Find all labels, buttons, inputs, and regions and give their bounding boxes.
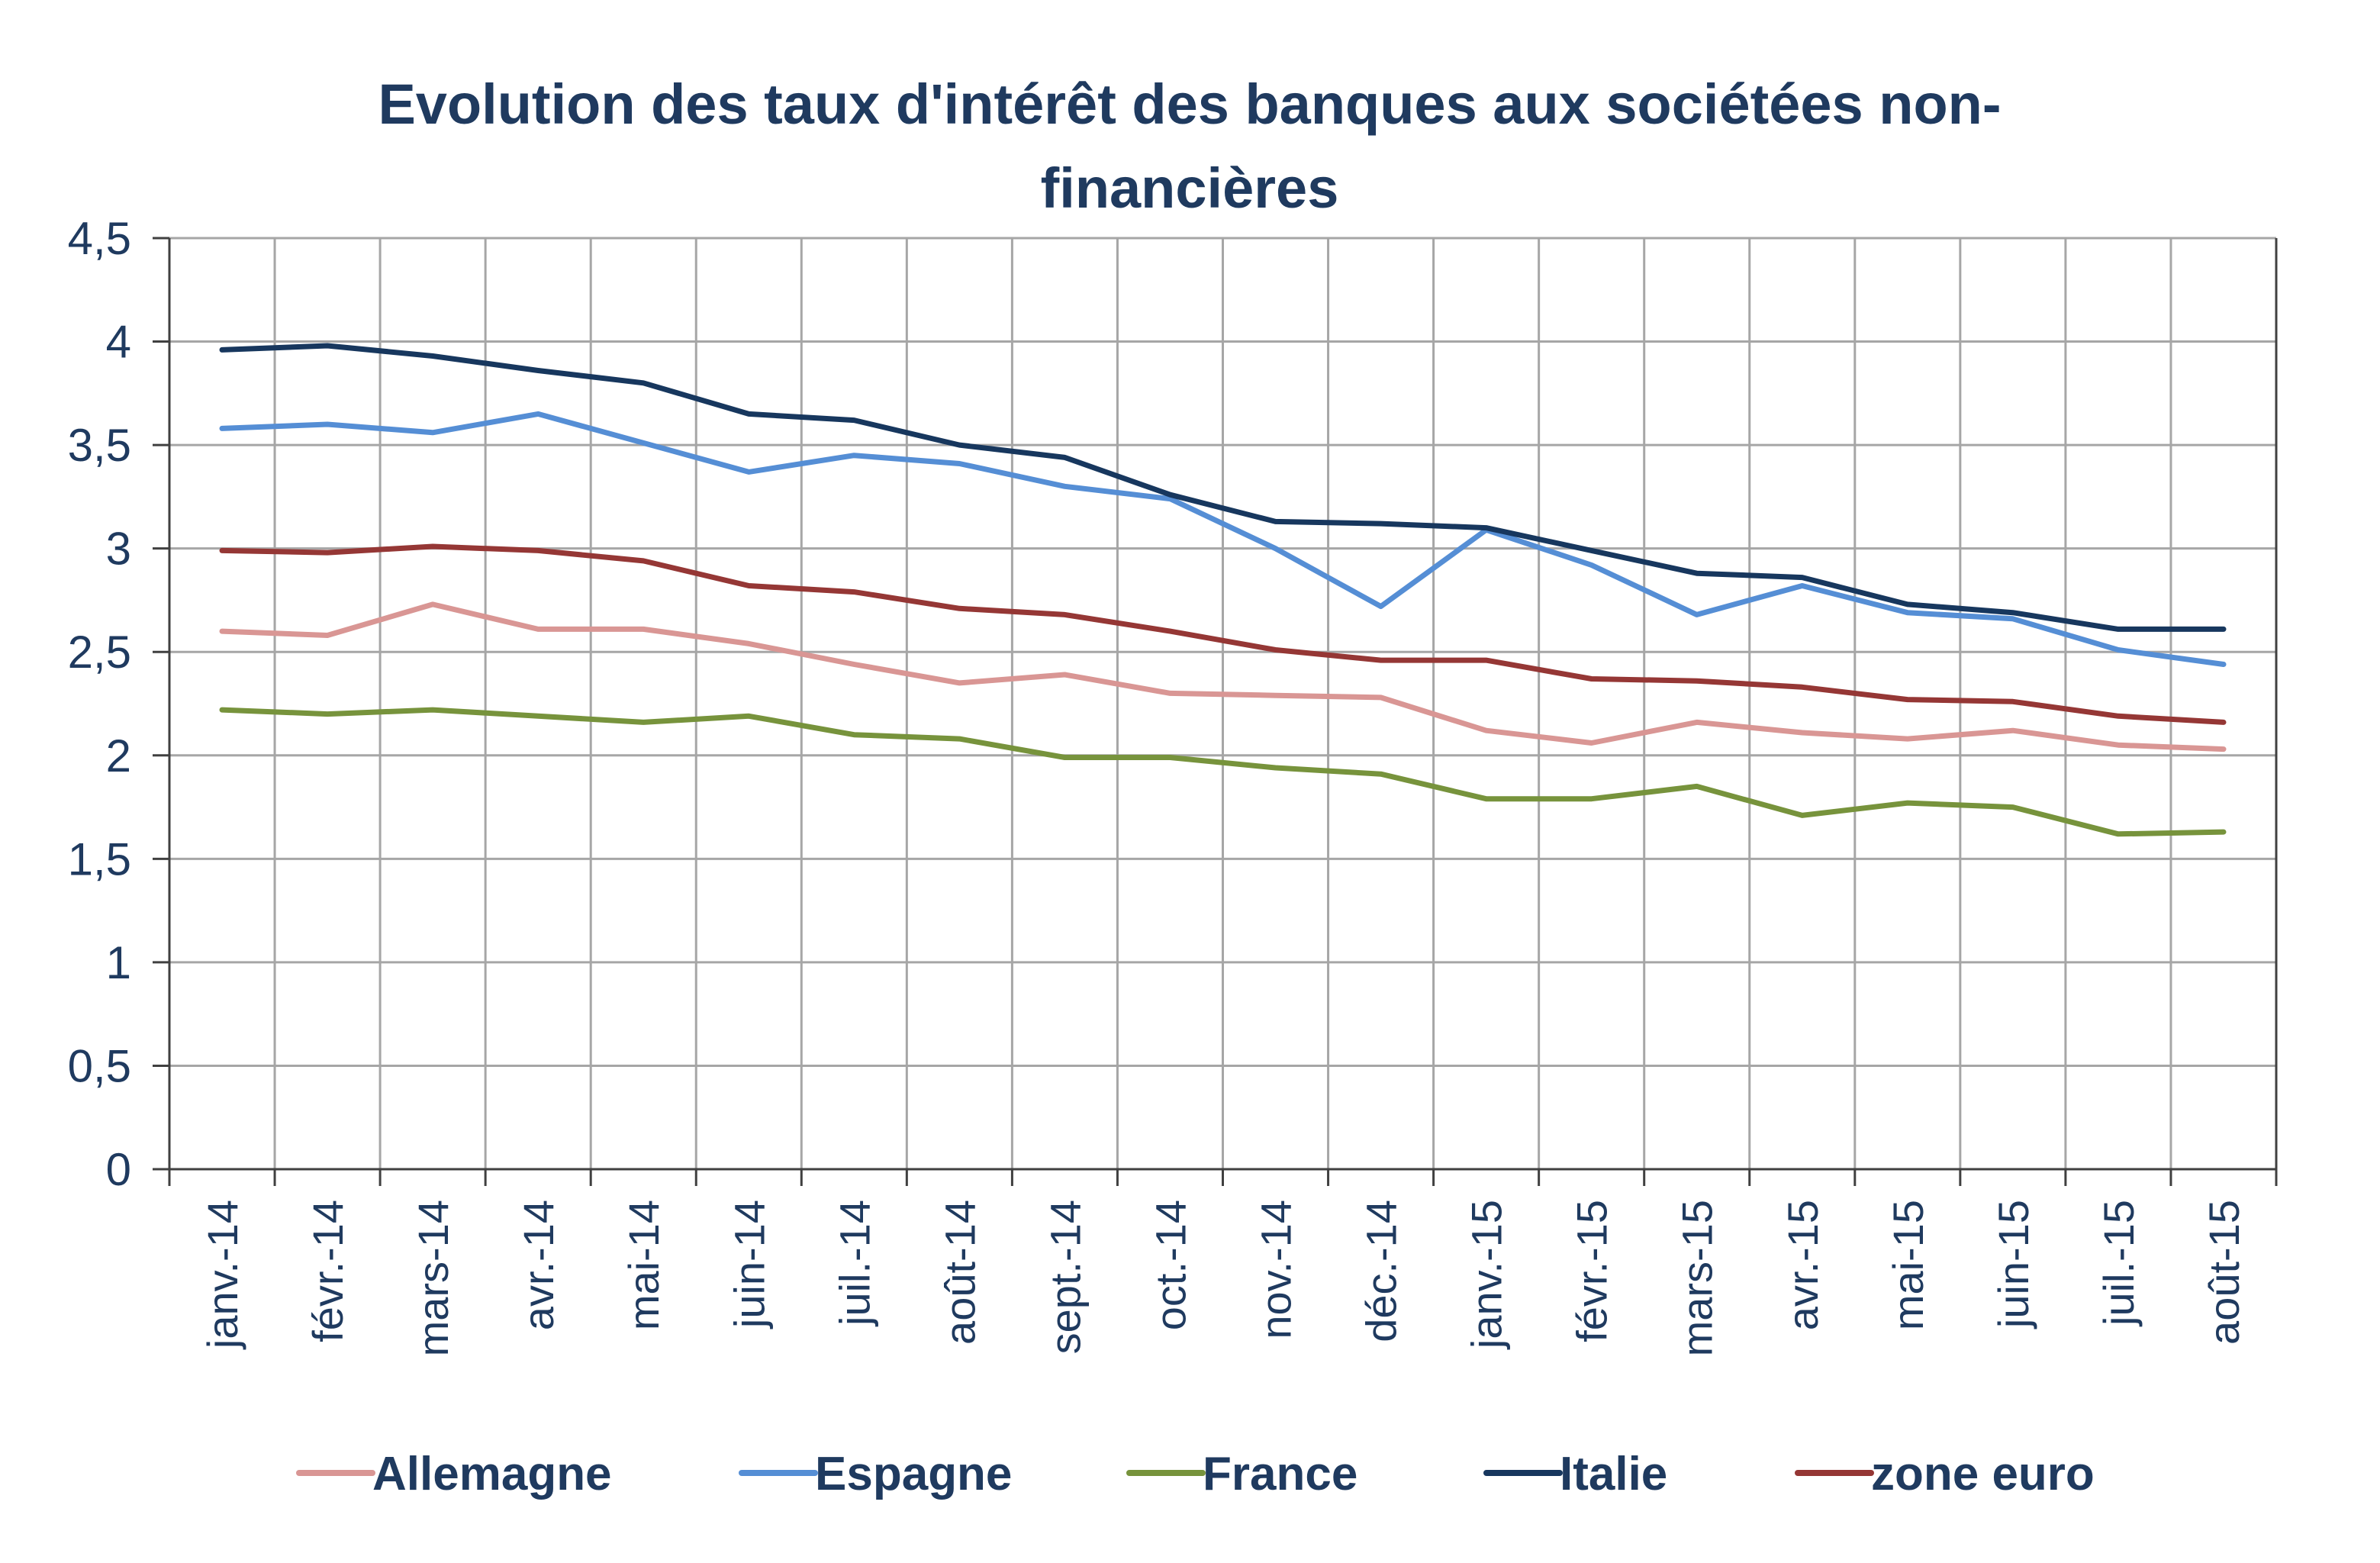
legend-item: Espagne [739,1448,1012,1500]
x-tick-label: févr.-15 [1568,1200,1616,1342]
x-tick-label: juil.-15 [2095,1200,2143,1327]
y-tick-label: 2 [106,730,131,782]
x-tick-label: sept.-14 [1041,1200,1089,1354]
x-tick-label: juin-14 [725,1200,773,1329]
x-tick-label: févr.-14 [304,1200,352,1342]
series-line [219,707,2227,837]
legend-item: Italie [1483,1448,1667,1500]
y-tick-label: 4,5 [68,213,131,264]
x-tick-label: mai-15 [1884,1200,1932,1330]
chart-title-line-2: financières [1041,156,1339,220]
grid [169,237,2276,1169]
y-axis-tick-labels: 0 0,5 1 1,5 2 2,5 3 3,5 4 4,5 [68,213,131,1195]
x-tick-label: juil.-14 [830,1200,878,1327]
x-tick-label: janv.-14 [198,1200,246,1350]
x-tick-label: août-14 [936,1200,984,1345]
y-tick-label: 2,5 [68,627,131,678]
y-tick-label: 1 [106,937,131,988]
x-tick-label: oct.-14 [1146,1200,1194,1330]
y-tick-label: 0,5 [68,1040,131,1091]
series-line [219,343,2227,632]
series-line [219,543,2227,725]
legend-label: Allemagne [372,1448,612,1500]
x-tick-label: mars-14 [409,1200,457,1356]
x-tick-label: déc.-14 [1357,1200,1406,1342]
y-tick-label: 1,5 [68,833,131,885]
legend-label: Italie [1560,1448,1667,1500]
y-tick-label: 3,5 [68,420,131,471]
legend-label: France [1203,1448,1357,1500]
chart-title-line-1: Evolution des taux d'intérêt des banques… [378,73,2001,136]
legend: Allemagne Espagne France Italie zone euro [296,1448,2095,1500]
y-tick-label: 4 [106,317,131,368]
y-tick-label: 0 [106,1144,131,1195]
legend-item: Allemagne [296,1448,612,1500]
chart-title: Evolution des taux d'intérêt des banques… [378,73,2001,220]
x-tick-label: mai-14 [620,1200,668,1330]
y-tick-label: 3 [106,524,131,575]
legend-item: zone euro [1795,1448,2095,1500]
x-tick-label: mars-15 [1673,1200,1721,1356]
axes [153,237,2278,1186]
series-line [219,411,2227,667]
x-tick-label: avr.-14 [514,1200,562,1330]
x-axis-tick-labels: janv.-14 févr.-14 mars-14 avr.-14 mai-14 juin… [198,1200,2248,1356]
legend-label: zone euro [1871,1448,2095,1500]
series-lines [219,343,2227,837]
legend-label: Espagne [815,1448,1012,1500]
series-line [219,601,2227,752]
x-tick-label: août-15 [2200,1200,2248,1345]
x-tick-label: juin-15 [1989,1200,2037,1329]
x-tick-label: janv.-15 [1463,1200,1511,1350]
x-tick-label: avr.-15 [1779,1200,1827,1330]
legend-item: France [1126,1448,1357,1500]
x-tick-label: nov.-14 [1252,1200,1300,1339]
